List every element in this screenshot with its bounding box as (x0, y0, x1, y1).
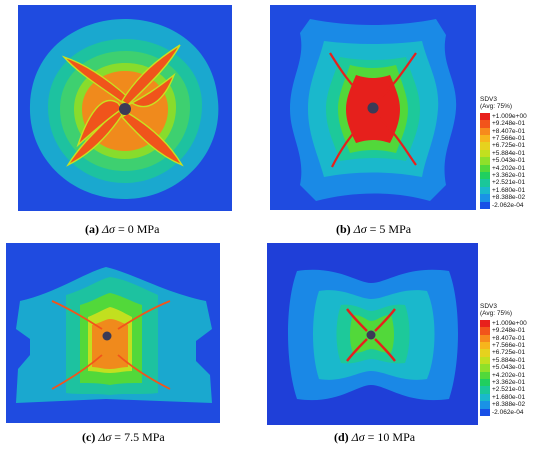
legend-row: +7.566e-01 (480, 341, 527, 350)
legend-row: +8.407e-01 (480, 127, 527, 135)
legend-row: +8.388e-02 (480, 194, 527, 202)
caption-a: (a) Δσ = 0 MPa (85, 222, 160, 236)
legend-row: +1.009e+00 (480, 319, 527, 328)
legend-row: +9.248e-01 (480, 327, 527, 335)
color-legend-bottom: SDV3 (Avg: 75%) +1.009e+00 +9.248e-01 +8… (480, 303, 527, 416)
legend-row: +6.725e-01 (480, 349, 527, 357)
legend-row: +1.009e+00 (480, 112, 527, 121)
caption-b: (b) Δσ = 5 MPa (336, 222, 412, 236)
legend-row: +1.680e-01 (480, 393, 527, 402)
legend-row: +5.043e-01 (480, 157, 527, 165)
legend-row: -2.062e-04 (480, 201, 527, 209)
legend-row: +4.202e-01 (480, 371, 527, 379)
caption-d: (d) Δσ = 10 MPa (334, 430, 416, 444)
legend-row: +6.725e-01 (480, 142, 527, 150)
legend-row: +8.388e-02 (480, 401, 527, 409)
legend-row: +8.407e-01 (480, 334, 527, 342)
color-legend-top: SDV3 (Avg: 75%) +1.009e+00 +9.248e-01 +8… (480, 96, 527, 209)
legend-row: +3.362e-01 (480, 378, 527, 387)
legend-row: +5.884e-01 (480, 149, 527, 158)
legend-scale: +1.009e+00 +9.248e-01 +8.407e-01 +7.566e… (480, 112, 527, 209)
legend-row: -2.062e-04 (480, 408, 527, 416)
caption-c: (c) Δσ = 7.5 MPa (82, 430, 165, 444)
legend-row: +2.521e-01 (480, 179, 527, 187)
legend-row: +7.566e-01 (480, 134, 527, 143)
legend-title: SDV3 (480, 96, 497, 103)
legend-row: +1.680e-01 (480, 186, 527, 195)
contour-plot-c (6, 243, 220, 423)
legend-subtitle: (Avg: 75%) (480, 310, 513, 318)
legend-row: +5.043e-01 (480, 364, 527, 372)
legend-title: SDV3 (480, 303, 497, 310)
legend-row: +2.521e-01 (480, 386, 527, 394)
legend-row: +4.202e-01 (480, 164, 527, 172)
legend-scale: +1.009e+00 +9.248e-01 +8.407e-01 +7.566e… (480, 319, 527, 416)
legend-row: +9.248e-01 (480, 120, 527, 128)
legend-subtitle: (Avg: 75%) (480, 103, 513, 111)
contour-plot-d (267, 243, 478, 425)
contour-plot-a (18, 5, 232, 211)
legend-row: +5.884e-01 (480, 356, 527, 365)
legend-row: +3.362e-01 (480, 171, 527, 180)
contour-plot-b (270, 5, 476, 210)
